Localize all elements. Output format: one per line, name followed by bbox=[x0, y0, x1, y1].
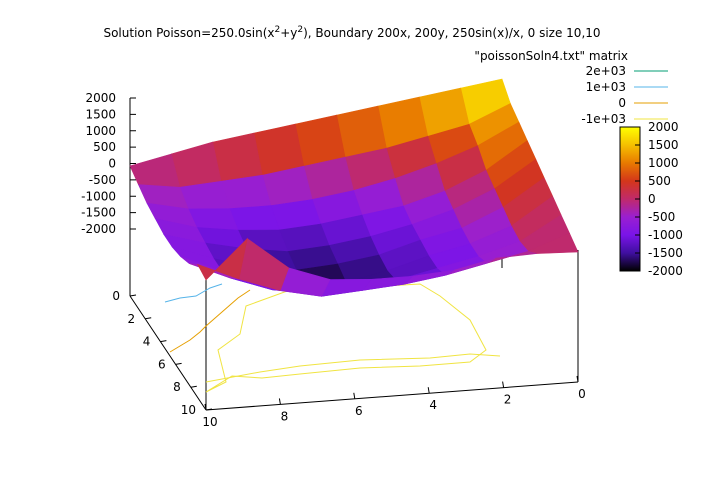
surface-cell-0-7 bbox=[170, 141, 222, 188]
y-tick-mark bbox=[205, 408, 213, 411]
contour-line-zero bbox=[169, 289, 251, 353]
z-tick-label: -1500 bbox=[81, 206, 116, 220]
contour-legend: 2e+03 1e+03 0 -1e+03 bbox=[581, 64, 668, 126]
plot-legend-label: "poissonSoln4.txt" matrix bbox=[474, 49, 628, 63]
y-tick-label: 6 bbox=[158, 357, 166, 371]
y-tick-label: 2 bbox=[128, 312, 136, 326]
x-tick-label: 4 bbox=[429, 398, 437, 412]
contour-line-neg1000-b bbox=[205, 353, 501, 383]
z-tick-label: 0 bbox=[108, 157, 116, 171]
x-tick-mark bbox=[576, 375, 579, 383]
y-axis-line bbox=[129, 295, 207, 411]
y-tick-label: 10 bbox=[181, 403, 196, 417]
x-tick-label: 6 bbox=[355, 404, 363, 418]
legend-label: 2e+03 bbox=[586, 64, 626, 78]
colorbar-tick-label: -1000 bbox=[648, 228, 683, 242]
colorbar-tick-label: 2000 bbox=[648, 120, 679, 134]
title-part-3: ), Boundary 200x, 200y, 250sin(x)/x, 0 s… bbox=[303, 26, 600, 40]
x-tick-mark bbox=[204, 403, 207, 411]
colorbar-tick-label: -500 bbox=[648, 210, 675, 224]
z-tick-label: -500 bbox=[89, 173, 116, 187]
base-contours bbox=[164, 283, 501, 393]
x-tick-mark bbox=[353, 392, 356, 399]
y-tick-mark bbox=[175, 362, 182, 365]
colorbar-tick-label: -1500 bbox=[648, 246, 683, 260]
x-tick-label: 2 bbox=[504, 393, 512, 407]
z-tick-label: 1000 bbox=[85, 124, 116, 138]
x-tick-label: 0 bbox=[578, 387, 586, 401]
colorbar: 2000 1500 1000 500 0 -500 -1000 -1500 -2000 bbox=[619, 120, 683, 278]
title-part-2: +y bbox=[280, 26, 297, 40]
contour-line-neg1000 bbox=[205, 283, 487, 393]
x-tick-label: 8 bbox=[281, 409, 289, 423]
x-tick-mark bbox=[427, 387, 430, 394]
z-tick-label: 1500 bbox=[85, 107, 116, 121]
z-tick-label: 2000 bbox=[85, 91, 116, 105]
surface-cell-1-6 bbox=[220, 174, 272, 210]
z-tick-label: -2000 bbox=[81, 222, 116, 236]
y-tick-mark bbox=[190, 385, 197, 388]
contour-line-1000 bbox=[164, 283, 223, 303]
surface-cell-2-6 bbox=[229, 205, 280, 231]
title-superscript-2: 2 bbox=[297, 25, 303, 35]
surface-cell-0-6 bbox=[212, 132, 263, 182]
chart-title: Solution Poisson=250.0sin(x2+y2), Bounda… bbox=[103, 25, 600, 40]
colorbar-tick-label: 1500 bbox=[648, 138, 679, 152]
legend-label: 0 bbox=[618, 96, 626, 110]
z-tick-label: -1000 bbox=[81, 189, 116, 203]
colorbar-tick-label: -2000 bbox=[648, 264, 683, 278]
colorbar-tick-label: 500 bbox=[648, 174, 671, 188]
y-tick-mark bbox=[145, 317, 152, 320]
legend-label: -1e+03 bbox=[581, 112, 626, 126]
colorbar-tick-label: 1000 bbox=[648, 156, 679, 170]
surface-cell-0-8 bbox=[129, 153, 181, 188]
y-tick-mark bbox=[129, 294, 137, 297]
axis-ticks: 2000150010005000-500-1000-1500-200002468… bbox=[81, 91, 586, 429]
x-tick-mark bbox=[502, 381, 505, 388]
y-tick-label: 8 bbox=[173, 380, 181, 394]
colorbar-tick-label: 0 bbox=[648, 192, 656, 206]
y-tick-label: 0 bbox=[112, 289, 120, 303]
y-tick-label: 4 bbox=[143, 335, 151, 349]
y-tick-mark bbox=[160, 340, 167, 343]
title-superscript-1: 2 bbox=[275, 25, 281, 35]
z-tick-label: 500 bbox=[93, 140, 116, 154]
x-tick-label: 10 bbox=[202, 415, 217, 429]
title-part-1: Solution Poisson=250.0sin(x bbox=[103, 26, 274, 40]
legend-label: 1e+03 bbox=[586, 80, 626, 94]
x-tick-mark bbox=[278, 398, 281, 405]
surface-mesh bbox=[129, 78, 579, 297]
x-axis-line bbox=[205, 381, 579, 411]
surface-cell-8-8 bbox=[196, 237, 248, 281]
